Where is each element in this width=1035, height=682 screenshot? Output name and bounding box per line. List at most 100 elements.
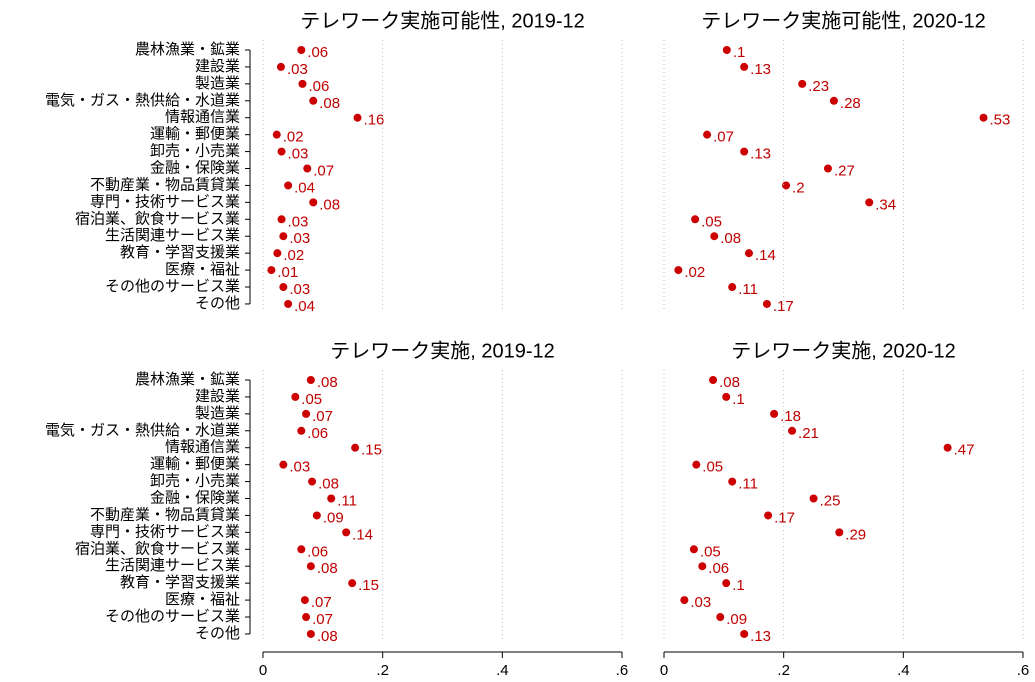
category-label: 製造業 <box>195 405 240 422</box>
value-label: .1 <box>733 44 746 61</box>
dot <box>770 409 779 418</box>
dot <box>284 181 293 190</box>
dot <box>764 511 773 520</box>
value-label: .11 <box>738 281 758 298</box>
dot <box>762 299 771 308</box>
dot <box>276 62 285 71</box>
dot <box>689 545 698 554</box>
value-label: .05 <box>301 391 322 408</box>
dot <box>709 376 718 384</box>
value-label: .03 <box>289 281 310 298</box>
value-label: .02 <box>283 129 304 146</box>
category-label: 運輸・郵便業 <box>150 126 240 143</box>
dot <box>722 392 731 401</box>
x-tick-label: .2 <box>777 662 790 679</box>
value-label: .01 <box>277 264 298 281</box>
value-label: .04 <box>294 298 315 315</box>
dot <box>279 232 288 241</box>
dot <box>309 96 318 105</box>
value-label: .03 <box>289 230 310 247</box>
value-label: .1 <box>732 391 745 408</box>
dot <box>327 494 336 503</box>
value-label: .08 <box>719 374 740 391</box>
value-label: .08 <box>317 560 338 577</box>
x-tick-label: .6 <box>616 662 629 679</box>
value-label: .14 <box>352 526 373 543</box>
category-label: 金融・保険業 <box>150 489 240 506</box>
dot <box>979 113 988 122</box>
value-label: .28 <box>840 95 861 112</box>
category-label: 農林漁業・鉱業 <box>135 40 240 58</box>
value-label: .06 <box>708 560 729 577</box>
dot <box>273 249 282 258</box>
dot <box>303 164 312 173</box>
value-label: .07 <box>313 162 334 179</box>
dot <box>674 266 683 275</box>
category-label: 宿泊業、飲食サービス業 <box>75 540 240 557</box>
value-label: .1 <box>732 577 745 594</box>
category-label: 製造業 <box>195 75 240 92</box>
x-tick-label: .6 <box>1017 662 1030 679</box>
dot <box>680 596 689 605</box>
value-label: .47 <box>954 442 975 459</box>
dot <box>267 266 276 275</box>
value-label: .13 <box>750 146 771 163</box>
value-label: .05 <box>702 459 723 476</box>
category-label: 建設業 <box>195 58 240 75</box>
dot <box>279 283 288 292</box>
value-label: .23 <box>808 78 829 95</box>
x-tick-label: .2 <box>376 662 389 679</box>
category-label: 建設業 <box>195 388 240 405</box>
dot <box>309 198 318 207</box>
value-label: .11 <box>337 492 357 509</box>
category-label: 電気・ガス・熱供給・水道業 <box>45 422 240 439</box>
dot <box>297 46 306 54</box>
value-label: .03 <box>287 61 308 78</box>
category-label: 農林漁業・鉱業 <box>135 370 240 388</box>
value-label: .21 <box>798 425 819 442</box>
dot <box>865 198 874 207</box>
value-label: .15 <box>358 577 379 594</box>
dot <box>829 96 838 105</box>
category-label: その他 <box>195 625 240 642</box>
dot <box>351 443 360 452</box>
panel-title: テレワーク実施可能性, 2020-12 <box>701 9 986 32</box>
value-label: .13 <box>750 61 771 78</box>
category-label: 教育・学習支援業 <box>120 574 240 591</box>
value-label: .04 <box>294 179 315 196</box>
dot <box>308 477 317 486</box>
dot <box>703 130 712 139</box>
category-label: 情報通信業 <box>165 109 240 126</box>
category-label: その他のサービス業 <box>105 608 240 625</box>
category-label: 情報通信業 <box>165 439 240 456</box>
dot <box>297 426 306 435</box>
value-label: .08 <box>317 628 338 645</box>
dot <box>306 562 315 571</box>
dot <box>302 409 311 418</box>
value-label: .07 <box>713 129 734 146</box>
value-label: .03 <box>690 594 711 611</box>
dot <box>284 299 293 308</box>
dot <box>698 562 707 571</box>
value-label: .09 <box>323 509 344 526</box>
value-label: .02 <box>684 264 705 281</box>
dot <box>353 113 362 122</box>
dot <box>728 477 737 486</box>
dot <box>782 181 791 190</box>
dot <box>716 613 725 622</box>
category-label: 卸売・小売業 <box>150 143 240 160</box>
value-label: .06 <box>308 78 329 95</box>
dot <box>279 460 288 469</box>
dot <box>692 460 701 469</box>
value-label: .02 <box>283 247 304 264</box>
dot <box>943 443 952 452</box>
category-label: 電気・ガス・熱供給・水道業 <box>45 92 240 109</box>
dot <box>835 528 844 537</box>
dot <box>728 283 737 292</box>
value-label: .11 <box>738 476 758 493</box>
category-label: 運輸・郵便業 <box>150 456 240 473</box>
dot <box>312 511 321 520</box>
value-label: .07 <box>312 408 333 425</box>
dot <box>297 545 306 554</box>
